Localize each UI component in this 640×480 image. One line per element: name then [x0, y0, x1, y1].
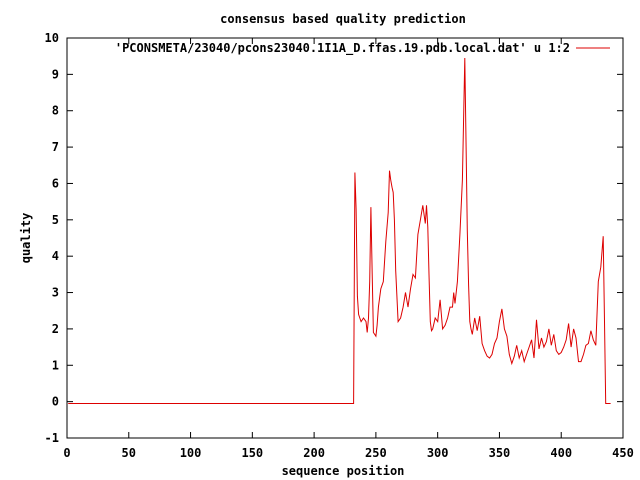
x-tick-label: 250	[365, 446, 387, 460]
y-tick-label: 4	[52, 249, 59, 263]
chart-title: consensus based quality prediction	[220, 12, 466, 26]
x-tick-label: 0	[63, 446, 70, 460]
x-axis: 0 50 100 150 200 250 300 350 400 450	[63, 38, 634, 460]
x-tick-label: 100	[180, 446, 202, 460]
series-line-0	[68, 57, 611, 404]
x-tick-label: 50	[122, 446, 136, 460]
legend-label: 'PCONSMETA/23040/pcons23040.1I1A_D.ffas.…	[115, 41, 570, 56]
legend: 'PCONSMETA/23040/pcons23040.1I1A_D.ffas.…	[115, 41, 610, 56]
series-layer	[68, 57, 611, 404]
x-tick-label: 400	[550, 446, 572, 460]
x-axis-label: sequence position	[282, 464, 405, 478]
x-tick-label: 200	[303, 446, 325, 460]
y-axis: -1 0 1 2 3 4 5 6 7 8 9 10	[45, 31, 623, 445]
y-axis-label: quality	[19, 213, 33, 264]
x-tick-label: 450	[612, 446, 634, 460]
y-tick-label: 9	[52, 67, 59, 81]
y-tick-label: 10	[45, 31, 59, 45]
y-tick-label: 0	[52, 395, 59, 409]
y-tick-label: 1	[52, 358, 59, 372]
y-tick-label: 6	[52, 176, 59, 190]
y-tick-label: -1	[45, 431, 59, 445]
plot-frame	[66, 37, 624, 439]
x-tick-label: 150	[241, 446, 263, 460]
y-tick-label: 8	[52, 104, 59, 118]
y-tick-label: 5	[52, 213, 59, 227]
y-tick-label: 3	[52, 286, 59, 300]
y-tick-label: 7	[52, 140, 59, 154]
x-tick-label: 350	[489, 446, 511, 460]
y-tick-label: 2	[52, 322, 59, 336]
x-tick-label: 300	[427, 446, 449, 460]
